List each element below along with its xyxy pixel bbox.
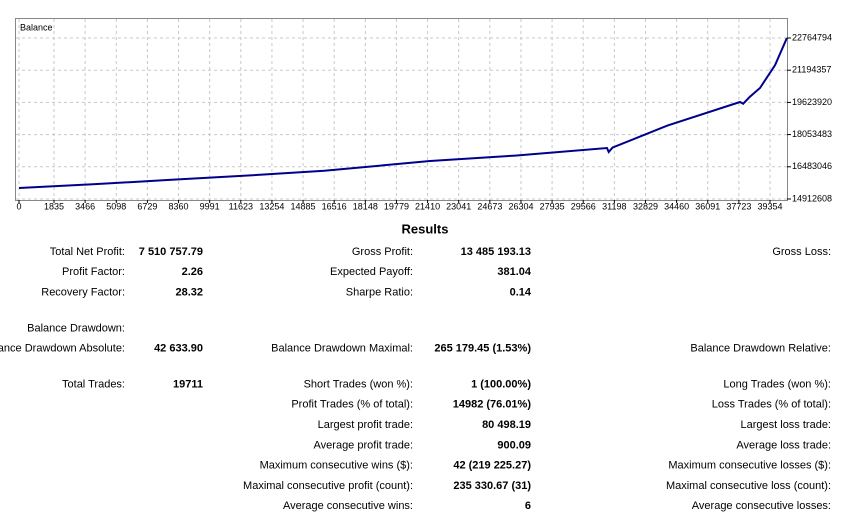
y-tick-label: 19623920	[792, 97, 832, 107]
result-value: 7 510 757.79	[139, 246, 203, 258]
x-tick-label: 1835	[44, 201, 64, 211]
x-tick-label: 14885	[291, 201, 316, 211]
result-label: Average loss trade:	[736, 439, 831, 451]
result-value: 0.14	[510, 287, 532, 299]
result-value: 19711	[173, 378, 203, 390]
result-label: Recovery Factor:	[41, 287, 125, 299]
result-label: Maximal consecutive loss (count):	[666, 480, 831, 492]
result-value: 381.04	[497, 266, 532, 278]
result-label: Profit Factor:	[62, 266, 125, 278]
result-label: Balance Drawdown:	[27, 322, 125, 334]
result-label: Maximum consecutive wins ($):	[260, 460, 413, 472]
result-label: Total Net Profit:	[50, 246, 125, 258]
x-tick-label: 36091	[695, 201, 720, 211]
x-tick-label: 5098	[106, 201, 126, 211]
x-tick-label: 8360	[169, 201, 189, 211]
result-label: Loss Trades (% of total):	[712, 399, 831, 411]
x-tick-label: 29566	[571, 201, 596, 211]
result-label: Gross Profit:	[352, 246, 413, 258]
result-label: Average profit trade:	[314, 439, 413, 451]
result-value: 2.26	[182, 266, 203, 278]
x-tick-label: 24673	[477, 201, 502, 211]
result-value: 14982 (76.01%)	[453, 399, 532, 411]
y-tick-label: 21194357	[792, 65, 831, 75]
result-label: Maximal consecutive profit (count):	[243, 480, 413, 492]
result-value: 28.32	[175, 287, 203, 299]
x-tick-label: 18148	[353, 201, 378, 211]
x-tick-label: 27935	[540, 201, 565, 211]
result-label: Gross Loss:	[772, 246, 831, 258]
x-tick-label: 23041	[446, 201, 471, 211]
result-value: 42 633.90	[154, 343, 203, 355]
result-label: Balance Drawdown Maximal:	[271, 343, 413, 355]
x-tick-label: 13254	[259, 201, 284, 211]
balance-line	[18, 37, 788, 189]
result-value: 6	[525, 500, 531, 512]
result-value: 13 485 193.13	[461, 246, 531, 258]
result-label: Long Trades (won %):	[723, 378, 831, 390]
result-label: Sharpe Ratio:	[346, 287, 413, 299]
result-label: Short Trades (won %):	[304, 378, 413, 390]
result-label: Profit Trades (% of total):	[291, 399, 413, 411]
chart-frame	[15, 18, 788, 201]
result-value: 42 (219 225.27)	[453, 460, 531, 472]
result-value: 80 498.19	[482, 419, 531, 431]
y-tick-label: 16483046	[792, 161, 832, 171]
y-tick-label: 14912608	[792, 193, 832, 203]
x-tick-label: 16516	[322, 201, 347, 211]
y-tick-label: 18053483	[792, 129, 832, 139]
result-value: 900.09	[497, 439, 531, 451]
x-tick-label: 3466	[75, 201, 95, 211]
x-tick-label: 19779	[384, 201, 409, 211]
x-tick-label: 0	[16, 201, 21, 211]
x-tick-label: 39354	[757, 201, 782, 211]
x-tick-label: 31198	[602, 201, 626, 211]
result-value: 265 179.45 (1.53%)	[434, 343, 531, 355]
results-title: Results	[402, 221, 449, 236]
chart-title: Balance	[20, 22, 53, 32]
result-label: Largest loss trade:	[741, 419, 832, 431]
x-tick-label: 34460	[664, 201, 689, 211]
x-tick-label: 9991	[200, 201, 220, 211]
x-tick-label: 37723	[726, 201, 751, 211]
x-tick-label: 21410	[415, 201, 440, 211]
result-label: Total Trades:	[62, 378, 125, 390]
result-label: Maximum consecutive losses ($):	[668, 460, 831, 472]
result-label: Expected Payoff:	[330, 266, 413, 278]
x-tick-label: 32829	[633, 201, 658, 211]
result-label: Average consecutive wins:	[283, 500, 413, 512]
result-label: Balance Drawdown Absolute:	[0, 343, 125, 355]
result-label: Balance Drawdown Relative:	[690, 343, 831, 355]
result-value: 1 (100.00%)	[471, 378, 531, 390]
result-label: Average consecutive losses:	[692, 500, 831, 512]
result-label: Largest profit trade:	[318, 419, 413, 431]
x-tick-label: 11623	[229, 201, 253, 211]
x-tick-label: 6729	[137, 201, 157, 211]
y-tick-label: 22764794	[792, 32, 832, 42]
result-value: 235 330.67 (31)	[453, 480, 531, 492]
x-tick-label: 26304	[508, 201, 533, 211]
